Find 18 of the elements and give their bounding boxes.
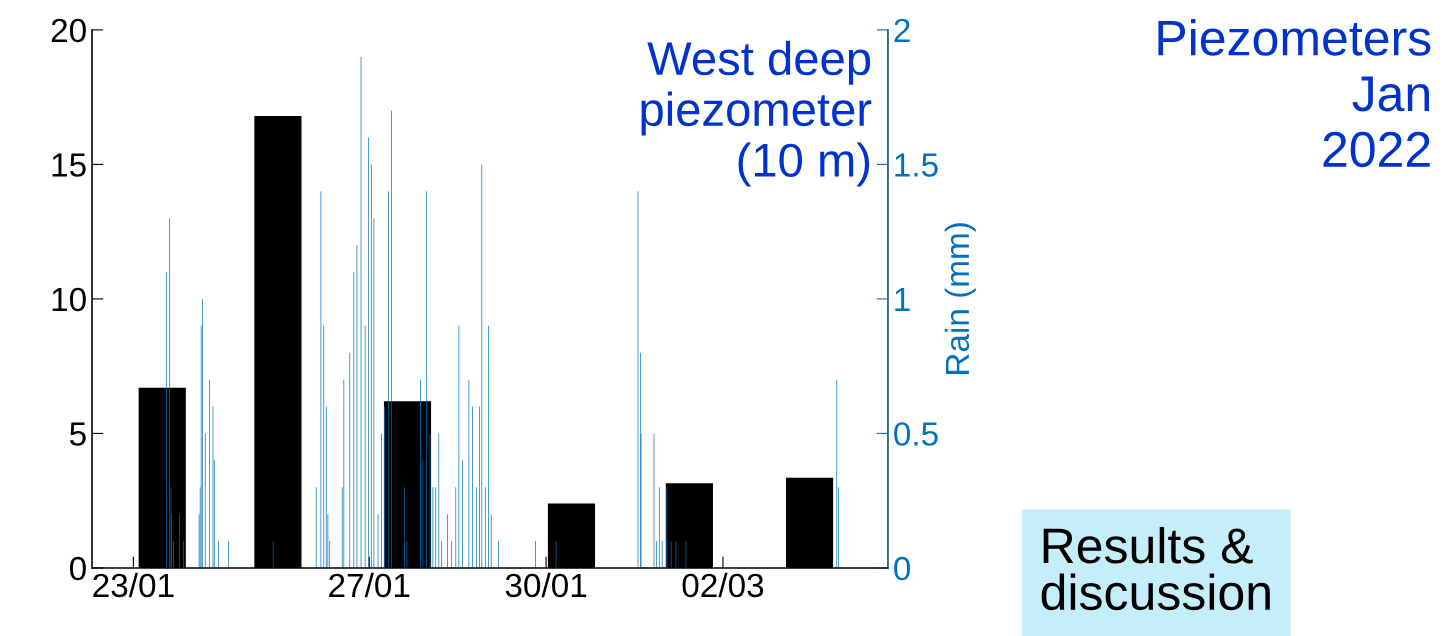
y2-tick-label: 0 bbox=[894, 556, 911, 581]
text: Piezometers Jan 2022 bbox=[1158, 19, 1431, 168]
y2-axis-title: Rain (mm) bbox=[944, 223, 976, 374]
y2-tick-label: 1.5 bbox=[895, 153, 938, 177]
x-tick-label: 27/01 bbox=[329, 572, 410, 598]
annotation: West deep piezometer (10 m) bbox=[641, 40, 872, 187]
y-tick-label: 5 bbox=[69, 422, 86, 446]
y-tick-label: 0 bbox=[69, 556, 86, 581]
y2-tick-label: 0.5 bbox=[894, 422, 938, 446]
y-tick-label: 15 bbox=[52, 153, 86, 177]
x-tick-label: 02/03 bbox=[682, 572, 764, 598]
x-tick-label: 23/01 bbox=[93, 572, 174, 598]
text: Results & discussion bbox=[1041, 526, 1270, 611]
y-tick-label: 20 bbox=[51, 18, 86, 43]
y2-tick-label: 1 bbox=[895, 288, 910, 311]
y2-tick-label: 2 bbox=[894, 18, 910, 42]
x-tick-label: 30/01 bbox=[505, 572, 587, 598]
y-tick-label: 10 bbox=[52, 287, 86, 312]
